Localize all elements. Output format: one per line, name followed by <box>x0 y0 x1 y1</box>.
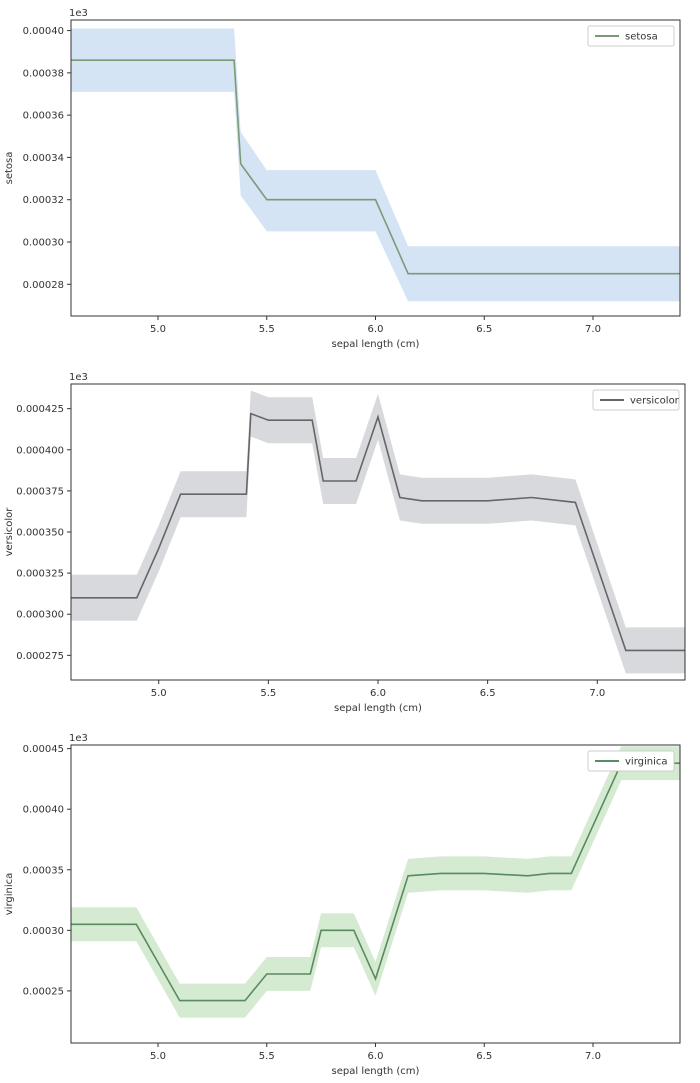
confidence-band-setosa <box>71 28 680 302</box>
series-line-versicolor <box>71 412 685 652</box>
x-tick-label: 6.0 <box>370 688 386 699</box>
series-line-virginica <box>71 762 680 1002</box>
legend-box <box>587 25 675 47</box>
x-tick-label: 6.0 <box>368 1051 384 1062</box>
y-tick-label: 0.00040 <box>23 805 64 816</box>
legend: versicolor <box>592 389 680 411</box>
x-tick-label: 5.0 <box>150 1051 166 1062</box>
y-tick-label: 0.00032 <box>23 195 64 206</box>
series-line-setosa <box>71 59 680 275</box>
legend-box <box>592 389 680 411</box>
x-axis-label: sepal length (cm) <box>332 339 420 350</box>
x-tick-label: 5.0 <box>150 324 166 335</box>
axis-offset-label: 1e3 <box>69 733 88 744</box>
x-tick-label: 6.0 <box>368 324 384 335</box>
x-tick-label: 6.5 <box>476 1051 492 1062</box>
confidence-band-virginica <box>71 746 680 1018</box>
x-tick-label: 6.5 <box>476 324 492 335</box>
y-axis-label: setosa <box>4 152 15 185</box>
y-axis-label: versicolor <box>4 507 15 557</box>
legend-label: virginica <box>625 757 668 768</box>
y-tick-label: 0.00040 <box>23 26 64 37</box>
y-tick-label: 0.00036 <box>23 111 64 122</box>
y-tick-label: 0.00035 <box>23 865 64 876</box>
x-tick-label: 5.5 <box>259 1051 275 1062</box>
x-tick-label: 5.0 <box>151 688 167 699</box>
legend: virginica <box>587 750 675 772</box>
confidence-band-versicolor <box>71 390 685 674</box>
y-tick-label: 0.00034 <box>23 153 64 164</box>
y-tick-label: 0.00038 <box>23 68 64 79</box>
chart-panel-versicolor: 5.0 5.5 6.0 6.5 7.0 0.000275 0.000300 0.000325 0… <box>4 372 686 714</box>
y-tick-label: 0.000350 <box>16 528 64 539</box>
legend-label: versicolor <box>630 396 680 407</box>
y-tick-label: 0.00025 <box>23 986 64 997</box>
axis-offset-label: 1e3 <box>69 8 88 19</box>
chart-panel-virginica: 5.0 5.5 6.0 6.5 7.0 0.00025 0.00030 0.00035 0.00… <box>4 733 681 1077</box>
legend-label: setosa <box>625 32 658 43</box>
y-tick-label: 0.000325 <box>16 569 64 580</box>
y-tick-label: 0.000375 <box>16 486 64 497</box>
y-axis-label: virginica <box>4 873 15 916</box>
chart-panel-setosa: 5.0 5.5 6.0 6.5 7.0 0.00028 0.00030 0.00032 0.00… <box>4 8 681 350</box>
plot-area <box>71 28 680 302</box>
x-tick-label: 5.5 <box>260 688 276 699</box>
x-tick-label: 5.5 <box>259 324 275 335</box>
y-tick-label: 0.00030 <box>23 238 64 249</box>
y-tick-label: 0.00028 <box>23 280 64 291</box>
legend-box <box>587 750 675 772</box>
axis-offset-label: 1e3 <box>69 372 88 383</box>
legend: setosa <box>587 25 675 47</box>
x-axis-label: sepal length (cm) <box>332 1066 420 1077</box>
x-tick-label: 7.0 <box>589 688 605 699</box>
axes-frame <box>70 744 681 1044</box>
x-tick-label: 6.5 <box>480 688 496 699</box>
y-tick-label: 0.000275 <box>16 651 64 662</box>
plot-area <box>71 390 685 674</box>
y-tick-label: 0.000400 <box>16 445 64 456</box>
x-axis-label: sepal length (cm) <box>334 703 422 714</box>
y-tick-label: 0.000425 <box>16 404 64 415</box>
y-tick-label: 0.000300 <box>16 610 64 621</box>
y-tick-label: 0.00045 <box>23 744 64 755</box>
plot-area <box>71 746 680 1018</box>
x-tick-label: 7.0 <box>585 324 601 335</box>
y-tick-label: 0.00030 <box>23 926 64 937</box>
x-tick-label: 7.0 <box>585 1051 601 1062</box>
